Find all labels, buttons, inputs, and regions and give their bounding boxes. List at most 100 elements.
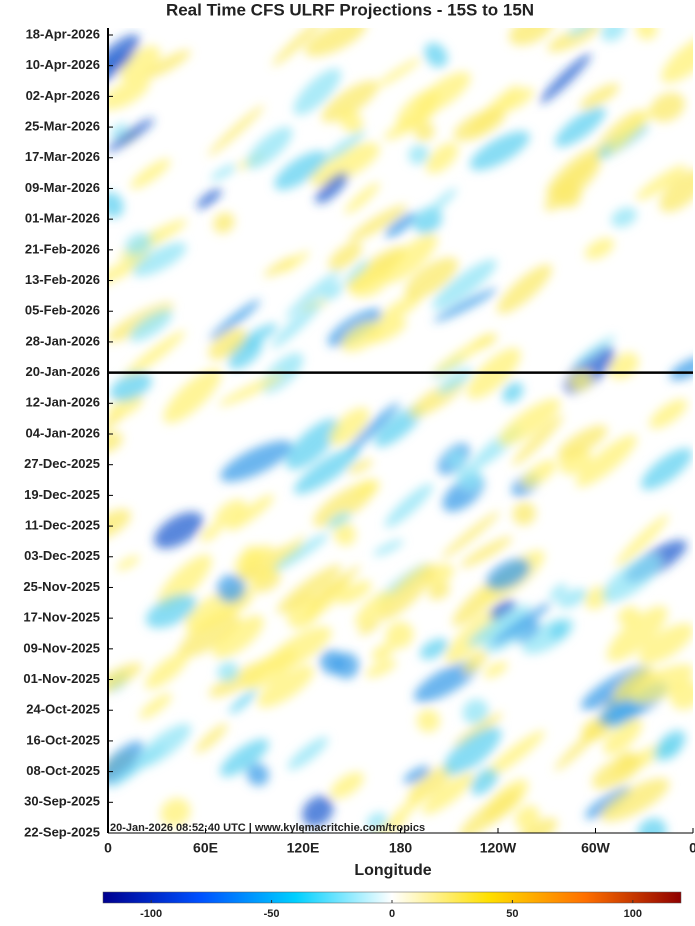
field-blob bbox=[441, 511, 500, 559]
field-blob bbox=[446, 449, 466, 469]
field-blob bbox=[274, 150, 327, 190]
field-blob bbox=[373, 539, 404, 557]
y-tick-label: 08-Oct-2025 bbox=[26, 763, 100, 778]
field-blob bbox=[371, 643, 394, 662]
field-blob bbox=[315, 172, 348, 204]
field-blob bbox=[108, 662, 143, 696]
field-blob bbox=[404, 257, 459, 300]
field-blob bbox=[354, 478, 380, 498]
y-tick-label: 18-Apr-2026 bbox=[26, 26, 100, 41]
field-blob bbox=[502, 382, 524, 403]
field-blob bbox=[640, 448, 693, 490]
x-tick-label: 180 bbox=[389, 840, 413, 856]
field-blob bbox=[414, 121, 435, 142]
x-tick-label: 120W bbox=[480, 840, 517, 856]
field-blob bbox=[611, 207, 637, 228]
field-blob bbox=[145, 593, 197, 629]
field-blob bbox=[422, 772, 475, 815]
field-blob bbox=[326, 511, 351, 529]
field-blob bbox=[366, 812, 388, 831]
field-blob bbox=[195, 723, 228, 753]
field-blob bbox=[403, 765, 431, 785]
field-blob bbox=[349, 204, 407, 242]
field-blob bbox=[463, 650, 488, 674]
field-blob bbox=[287, 736, 329, 770]
field-blob bbox=[539, 53, 592, 104]
field-blob bbox=[329, 407, 370, 446]
field-blob bbox=[321, 282, 344, 301]
field-blob bbox=[515, 805, 540, 830]
field-blob bbox=[521, 459, 557, 488]
field-blob bbox=[513, 621, 540, 643]
field-blob bbox=[669, 356, 693, 381]
field-blob bbox=[554, 106, 606, 147]
field-blob bbox=[437, 368, 473, 395]
field-blob bbox=[336, 580, 372, 604]
field-blob bbox=[638, 623, 693, 665]
field-blob bbox=[330, 772, 364, 799]
field-blob bbox=[135, 723, 192, 768]
field-blob bbox=[293, 68, 342, 116]
field-blob bbox=[584, 586, 609, 610]
field-blob bbox=[469, 131, 530, 171]
field-blob bbox=[575, 434, 638, 488]
y-tick-label: 12-Jan-2026 bbox=[26, 395, 100, 410]
field-blob bbox=[246, 126, 293, 169]
field-blob bbox=[108, 431, 123, 453]
field-blob bbox=[142, 49, 191, 80]
field-blob bbox=[602, 554, 662, 603]
field bbox=[108, 28, 693, 833]
y-tick-label: 20-Jan-2026 bbox=[26, 364, 100, 379]
field-blob bbox=[554, 724, 604, 771]
field-blob bbox=[209, 299, 261, 341]
field-blob bbox=[321, 80, 379, 123]
field-blob bbox=[185, 599, 249, 636]
field-blob bbox=[196, 188, 222, 209]
colorbar-tick-label: 50 bbox=[506, 908, 518, 920]
field-blob bbox=[637, 818, 667, 833]
field-blob bbox=[385, 789, 428, 830]
field-blob bbox=[497, 264, 553, 314]
field-blob bbox=[242, 544, 273, 570]
y-tick-label: 28-Jan-2026 bbox=[26, 333, 100, 348]
field-blob bbox=[419, 638, 449, 660]
y-tick-label: 05-Feb-2026 bbox=[25, 303, 100, 318]
y-tick-label: 10-Apr-2026 bbox=[26, 57, 100, 72]
field-blob bbox=[130, 158, 171, 190]
field-blob bbox=[547, 28, 601, 53]
field-blob bbox=[333, 521, 356, 546]
field-blob bbox=[483, 661, 508, 679]
field-blob bbox=[108, 192, 124, 218]
field-blob bbox=[264, 256, 297, 278]
field-blob bbox=[207, 105, 265, 157]
field-blob bbox=[557, 425, 608, 460]
field-blob bbox=[549, 583, 567, 601]
field-blob bbox=[217, 661, 239, 683]
field-blob bbox=[210, 164, 237, 181]
field-blob bbox=[208, 328, 247, 360]
field-blob bbox=[377, 563, 436, 621]
field-blob bbox=[416, 709, 441, 733]
chart-title: Real Time CFS ULRF Projections - 15S to … bbox=[166, 0, 534, 19]
field-blob bbox=[293, 446, 361, 495]
x-tick-label: 120E bbox=[287, 840, 320, 856]
field-blob bbox=[453, 108, 506, 141]
field-blob bbox=[108, 52, 131, 70]
field-blob bbox=[659, 169, 693, 213]
field-blob bbox=[567, 28, 596, 37]
field-blob bbox=[486, 558, 531, 591]
field-blob bbox=[228, 338, 263, 370]
y-tick-label: 02-Apr-2026 bbox=[26, 88, 100, 103]
field-blob bbox=[341, 320, 383, 352]
field-blob bbox=[163, 368, 222, 424]
field-blob bbox=[656, 730, 686, 758]
field-blob bbox=[200, 522, 223, 542]
y-tick-label: 27-Dec-2025 bbox=[24, 456, 100, 471]
field-blob bbox=[108, 393, 144, 419]
field-blob bbox=[365, 659, 397, 678]
field-blob bbox=[216, 574, 246, 603]
field-blob bbox=[276, 564, 342, 614]
field-blob bbox=[425, 142, 459, 174]
field-blob bbox=[384, 212, 416, 238]
field-blob bbox=[649, 399, 688, 429]
